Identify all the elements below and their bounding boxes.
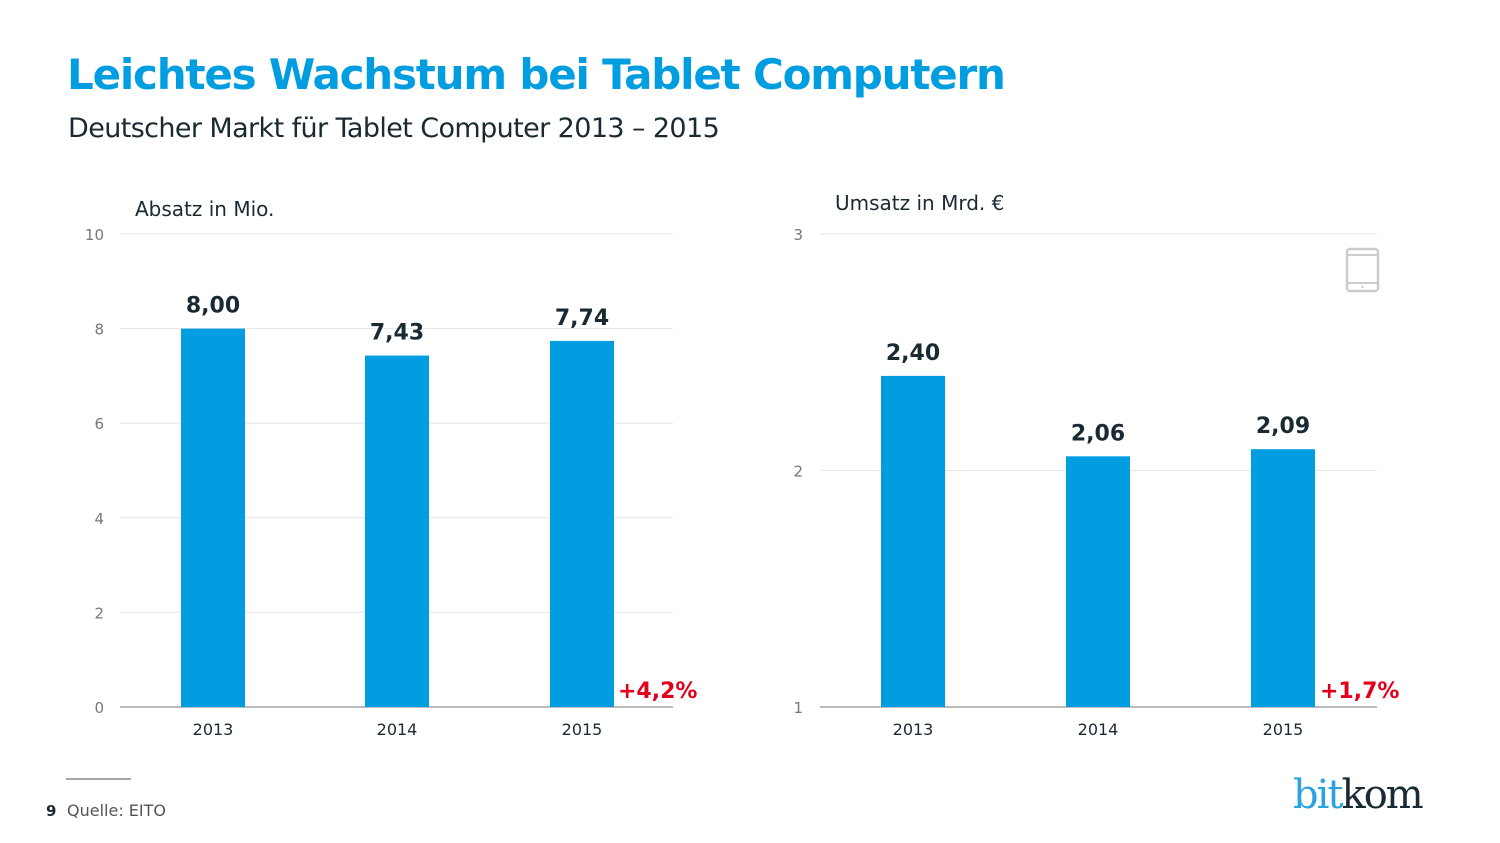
bar-2014 — [365, 355, 429, 707]
value-label: 8,00 — [186, 294, 240, 319]
value-label: 2,09 — [1256, 414, 1310, 439]
y-tick-label: 4 — [94, 510, 104, 528]
y-tick-label: 10 — [85, 226, 104, 244]
value-label: 2,40 — [886, 341, 940, 366]
y-tick-label: 3 — [793, 226, 803, 244]
footer-divider — [66, 778, 131, 780]
chart-title: Umsatz in Mrd. € — [835, 191, 1004, 215]
growth-annotation: +1,7% — [1320, 679, 1399, 704]
y-tick-label: 2 — [94, 604, 104, 622]
value-label: 2,06 — [1071, 421, 1125, 446]
bar-2015 — [550, 340, 614, 707]
y-tick-label: 1 — [793, 699, 803, 717]
value-label: 7,74 — [555, 306, 609, 331]
page-number: 9 — [46, 802, 57, 820]
page-subtitle: Deutscher Markt für Tablet Computer 2013… — [68, 113, 720, 144]
y-tick-label: 2 — [793, 463, 803, 481]
bitkom-logo: bitkom — [1293, 772, 1424, 818]
x-tick-label: 2015 — [562, 720, 603, 739]
x-tick-label: 2014 — [1078, 720, 1119, 739]
page-title: Leichtes Wachstum bei Tablet Computern — [67, 50, 1006, 99]
bar-2013 — [181, 328, 245, 707]
chart-title: Absatz in Mio. — [135, 197, 274, 221]
x-tick-label: 2013 — [193, 720, 234, 739]
y-tick-label: 0 — [94, 699, 104, 717]
bar-2013 — [881, 375, 945, 707]
bar-2014 — [1066, 456, 1130, 707]
y-tick-label: 8 — [94, 321, 104, 339]
tablet-icon — [1345, 247, 1380, 293]
x-tick-label: 2015 — [1263, 720, 1304, 739]
source-note: Quelle: EITO — [67, 801, 166, 820]
logo-bit: bit — [1293, 772, 1344, 818]
x-tick-label: 2013 — [893, 720, 934, 739]
growth-annotation: +4,2% — [618, 679, 697, 704]
bar-2015 — [1251, 449, 1315, 707]
logo-kom: kom — [1341, 772, 1423, 818]
value-label: 7,43 — [370, 321, 424, 346]
y-tick-label: 6 — [94, 415, 104, 433]
x-tick-label: 2014 — [377, 720, 418, 739]
